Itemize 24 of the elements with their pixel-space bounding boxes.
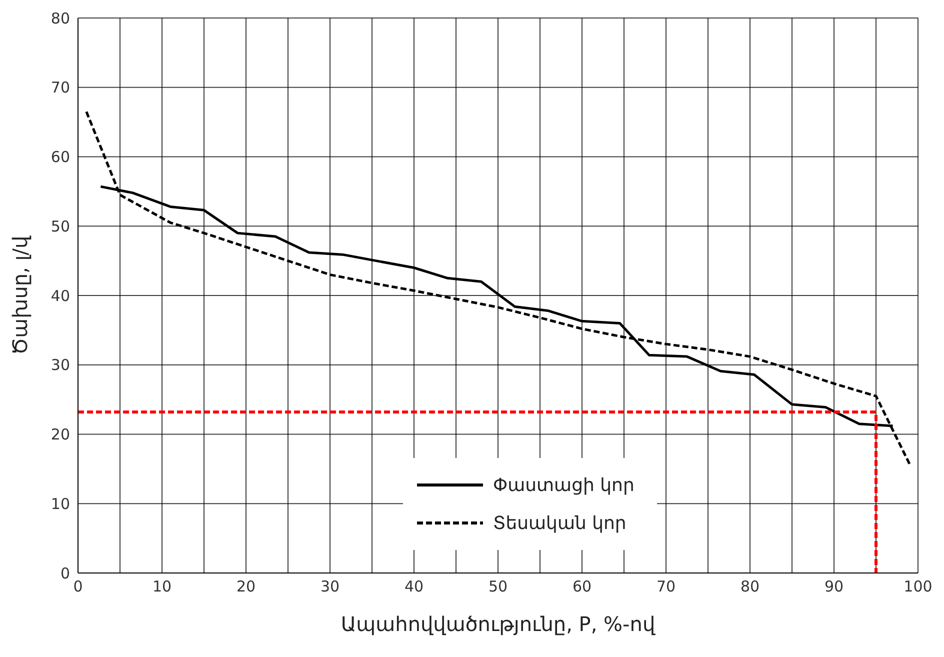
legend-label: Տեսական կոր [493, 512, 626, 534]
x-axis-title: Ապահովվածությունը, P, %-ով [340, 612, 656, 636]
y-tick-label: 70 [50, 78, 70, 97]
legend-label: Փաստացի կոր [493, 474, 634, 496]
y-tick-label: 30 [50, 356, 70, 374]
y-tick-label: 50 [50, 217, 70, 236]
y-axis-title: Ծախսը, լ/վ [8, 236, 32, 356]
x-tick-label: 50 [488, 578, 508, 596]
x-tick-label: 60 [572, 578, 592, 596]
x-tick-label: 70 [656, 578, 676, 596]
x-tick-label: 100 [904, 578, 932, 596]
x-tick-label: 10 [152, 578, 172, 596]
y-tick-label: 60 [50, 148, 70, 166]
x-tick-label: 30 [320, 578, 340, 596]
x-tick-label: 40 [404, 578, 424, 596]
x-tick-label: 20 [236, 578, 256, 596]
x-tick-label: 0 [73, 578, 83, 596]
y-tick-label: 40 [50, 286, 70, 305]
y-tick-label: 10 [50, 494, 70, 513]
x-tick-label: 90 [824, 578, 844, 596]
y-tick-label: 20 [50, 426, 70, 444]
y-tick-label: 80 [50, 9, 70, 28]
y-tick-label: 0 [60, 564, 70, 582]
x-tick-label: 80 [740, 578, 760, 596]
